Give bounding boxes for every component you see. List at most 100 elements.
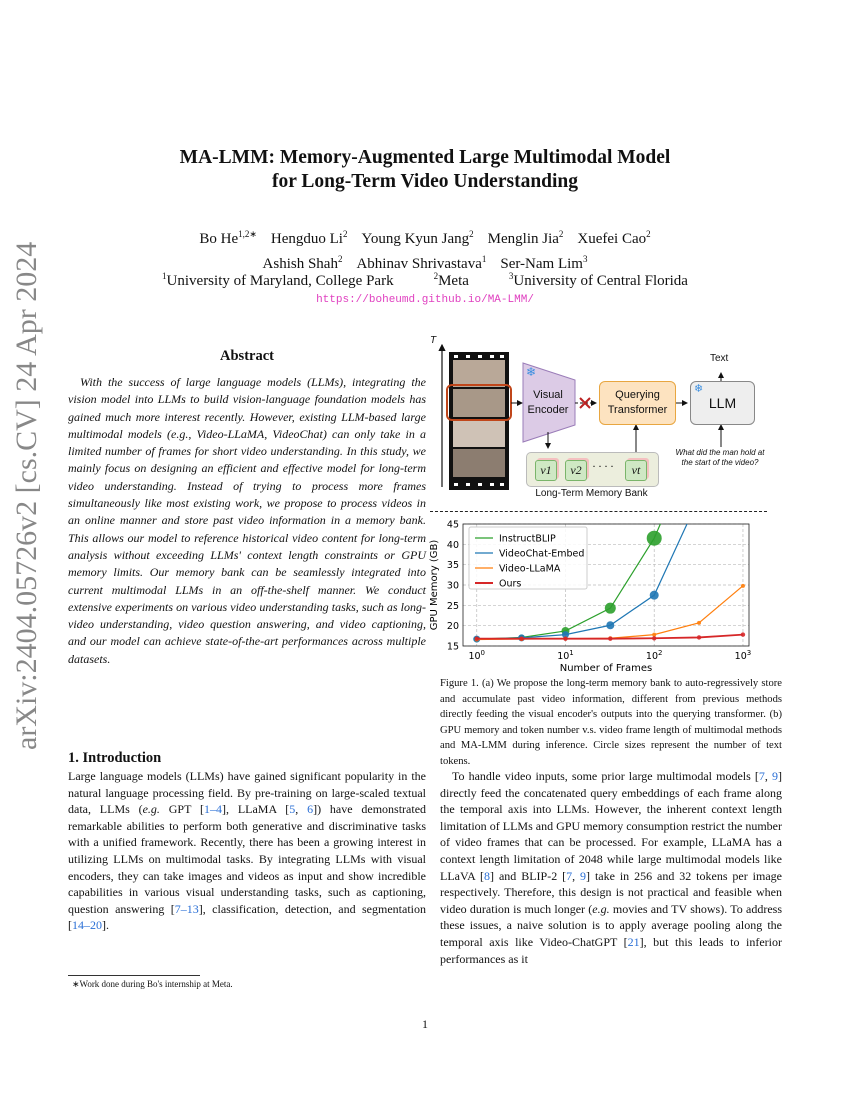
legend: InstructBLIP VideoChat-Embed Video-LLaMA Ou…	[468, 526, 588, 590]
arxiv-stamp: arXiv:2404.05726v2 [cs.CV] 24 Apr 2024	[10, 241, 43, 750]
author-name: Young Kyun Jang2	[361, 229, 474, 247]
y-tick-label: 40	[447, 540, 459, 551]
series-ours	[474, 632, 746, 641]
ellipsis: ····	[592, 459, 616, 473]
data-point	[608, 636, 613, 641]
text-output-label: Text	[710, 353, 729, 364]
citation-link[interactable]: 7	[758, 769, 765, 783]
example-question: What did the man hold at the start of th…	[675, 448, 765, 467]
memory-item: v1	[535, 460, 557, 481]
footnote: ∗Work done during Bo's internship at Met…	[72, 979, 233, 989]
y-tick-label: 15	[447, 642, 459, 653]
data-point	[563, 636, 568, 641]
y-axis-label: GPU Memory (GB)	[429, 540, 440, 631]
visual-encoder-shape	[522, 362, 576, 443]
data-point	[649, 590, 659, 600]
data-point	[606, 621, 615, 630]
plot-frame	[462, 523, 750, 647]
snowflake-icon: ❄	[526, 365, 537, 379]
querying-transformer: Querying Transformer	[599, 381, 676, 425]
x-tick-label: 100	[468, 649, 485, 662]
data-point	[519, 636, 524, 641]
author-affiliation-mark: 2	[469, 229, 474, 239]
author-affiliation-mark: 1	[481, 254, 487, 264]
citation-link[interactable]: 6	[307, 802, 314, 817]
data-point	[740, 583, 745, 588]
abstract-text: With the success of large language model…	[68, 375, 426, 666]
affiliation: 1University of Maryland, College Park	[162, 271, 394, 289]
figure-caption: Figure 1. (a) We propose the long-term m…	[440, 678, 782, 767]
x-tick-label: 102	[646, 649, 663, 662]
abstract-heading: Abstract	[220, 348, 274, 364]
architecture-diagram: T ❄ Visual Encoder Querying Transformer …	[430, 335, 770, 505]
title-line-2: for Long-Term Video Understanding	[271, 171, 579, 192]
citation-link[interactable]: 14–20	[72, 918, 102, 933]
affiliations: 1University of Maryland, College Park 2Me…	[0, 271, 850, 290]
diagram-lines	[438, 343, 724, 490]
citation-link[interactable]: 7–13	[174, 901, 199, 916]
x-tick-label: 101	[557, 649, 574, 662]
citation-link[interactable]: 5	[289, 802, 296, 817]
y-tick-label: 20	[447, 621, 459, 632]
memory-item: vt	[625, 460, 647, 481]
data-point	[652, 632, 657, 637]
data-point	[561, 631, 569, 639]
affiliation: 3University of Central Florida	[508, 271, 688, 289]
visual-encoder: Visual Encoder	[527, 389, 569, 416]
y-tick-label: 35	[447, 560, 459, 571]
memory-item: v2	[565, 460, 587, 481]
memory-bank-box: v1 v2 ···· vt	[526, 452, 659, 487]
paper-title: MA-LMM: Memory-Augmented Large Multimoda…	[0, 146, 850, 194]
citation-link[interactable]: 21	[627, 934, 640, 949]
memory-bank-label: Long-Term Memory Bank	[535, 488, 648, 499]
cross-icon	[579, 397, 591, 409]
legend-label: Video-LLaMA	[499, 564, 561, 575]
legend-label: Ours	[499, 579, 521, 590]
affiliation: 2Meta	[433, 271, 469, 289]
citation-link[interactable]: 9	[580, 868, 587, 883]
footnote-divider	[68, 975, 200, 976]
y-tick-label: 25	[447, 601, 459, 612]
time-axis-label: T	[430, 335, 437, 346]
author-name: Xuefei Cao2	[577, 229, 651, 247]
title-line-1: MA-LMM: Memory-Augmented Large Multimoda…	[179, 147, 671, 168]
x-tick-label: 103	[735, 649, 752, 662]
data-point	[696, 635, 702, 640]
author-affiliation-mark: 2	[646, 229, 651, 239]
y-tick-label: 45	[447, 520, 459, 531]
llm-block: LLM	[690, 381, 755, 425]
author-name: Ashish Shah2	[262, 254, 343, 272]
author-name: Abhinav Shrivastava1	[356, 254, 487, 272]
intro-paragraph-2: To handle video inputs, some prior large…	[440, 769, 783, 966]
data-point	[604, 602, 616, 614]
citation-link[interactable]: 1–4	[204, 802, 223, 817]
data-point	[697, 620, 702, 625]
project-link[interactable]: https://boheumd.github.io/MA-LMM/	[316, 294, 534, 306]
film-strip	[446, 352, 512, 490]
author-affiliation-mark: 2	[337, 254, 343, 264]
author-name: Hengduo Li2	[270, 229, 348, 247]
citation-link[interactable]: 7	[566, 868, 573, 883]
author-affiliation-mark: 1,2∗	[238, 229, 257, 239]
author-affiliation-mark: 3	[582, 254, 588, 264]
data-point	[740, 632, 746, 637]
x-axis-label: Number of Frames	[560, 663, 653, 674]
y-tick-label: 30	[447, 581, 459, 592]
citation-link[interactable]: 8	[484, 868, 491, 883]
intro-paragraph-1: Large language models (LLMs) have gained…	[68, 769, 427, 933]
gpu-memory-chart: 15 20 25 30 35 40 45 100 101 102 103 Number of Fram…	[429, 520, 752, 675]
section-heading-introduction: 1. Introduction	[68, 750, 162, 766]
page-number: 1	[422, 1017, 428, 1031]
citation-link[interactable]: 9	[772, 769, 779, 783]
figure-divider	[430, 511, 767, 512]
author-name: Bo He1,2∗	[199, 229, 257, 247]
data-point	[646, 530, 662, 546]
legend-box	[468, 526, 588, 590]
legend-label: InstructBLIP	[499, 534, 556, 545]
author-affiliation-mark: 2	[558, 229, 564, 239]
author-name: Ser-Nam Lim3	[500, 254, 588, 272]
data-point	[474, 636, 479, 641]
author-list: Bo He1,2∗ Hengduo Li2 Young Kyun Jang2 Meng…	[0, 224, 850, 274]
data-point	[652, 636, 657, 641]
